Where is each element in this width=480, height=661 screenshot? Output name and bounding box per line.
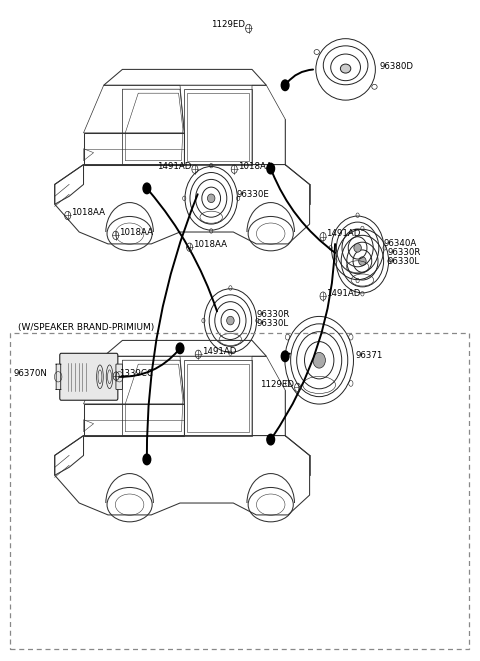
Text: 96380D: 96380D [379, 61, 413, 71]
Ellipse shape [340, 64, 351, 73]
Text: 96370N: 96370N [13, 369, 47, 378]
Text: 1018AA: 1018AA [193, 240, 227, 249]
Circle shape [281, 351, 289, 362]
Text: 96330E: 96330E [236, 190, 269, 200]
Circle shape [267, 163, 275, 174]
Circle shape [267, 434, 275, 445]
Text: 1129ED: 1129ED [260, 380, 294, 389]
Text: 96371: 96371 [355, 351, 383, 360]
Text: 1491AD: 1491AD [202, 347, 236, 356]
Text: 1339CC: 1339CC [119, 369, 153, 378]
Text: 96330R: 96330R [256, 310, 290, 319]
Text: 1491AD: 1491AD [326, 229, 361, 239]
Ellipse shape [359, 257, 366, 265]
Text: 1491AD: 1491AD [326, 289, 361, 298]
Ellipse shape [313, 352, 325, 368]
Text: 96330L: 96330L [388, 256, 420, 266]
Text: 1129ED: 1129ED [211, 20, 245, 29]
FancyBboxPatch shape [60, 353, 118, 400]
Text: (W/SPEAKER BRAND-PRIMIUM): (W/SPEAKER BRAND-PRIMIUM) [18, 323, 155, 332]
FancyBboxPatch shape [116, 364, 122, 389]
Circle shape [143, 183, 151, 194]
Text: 1018AA: 1018AA [119, 228, 153, 237]
Ellipse shape [354, 244, 361, 252]
Text: 1018AA: 1018AA [238, 162, 272, 171]
Text: 96330R: 96330R [388, 248, 421, 257]
Ellipse shape [227, 317, 234, 325]
Text: 1018AA: 1018AA [71, 208, 105, 217]
Circle shape [143, 454, 151, 465]
Text: 96330L: 96330L [256, 319, 288, 328]
Circle shape [176, 343, 184, 354]
Text: 1491AD: 1491AD [156, 162, 191, 171]
Ellipse shape [207, 194, 215, 202]
FancyBboxPatch shape [56, 364, 61, 389]
Text: 96340A: 96340A [384, 239, 417, 248]
Circle shape [281, 80, 289, 91]
